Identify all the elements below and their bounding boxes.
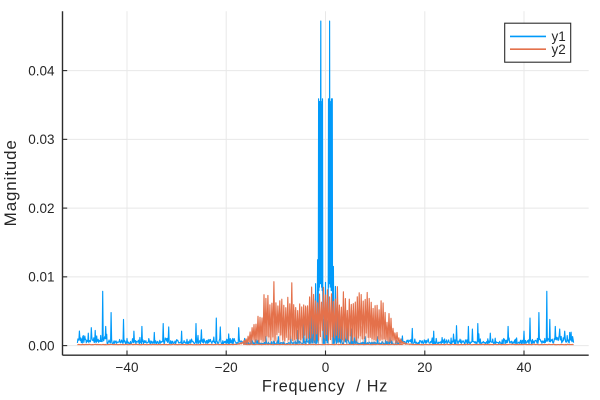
svg-text:Magnitude: Magnitude	[1, 139, 20, 226]
svg-text:−20: −20	[215, 360, 238, 375]
svg-text:0.02: 0.02	[28, 201, 54, 216]
svg-text:0.03: 0.03	[28, 132, 54, 147]
svg-text:y1: y1	[552, 29, 566, 44]
svg-text:0.01: 0.01	[28, 270, 54, 285]
svg-text:Frequency / Hz: Frequency / Hz	[262, 378, 388, 396]
svg-text:0.04: 0.04	[28, 63, 55, 78]
svg-text:y2: y2	[552, 42, 566, 57]
svg-text:0.00: 0.00	[28, 338, 54, 353]
svg-text:0: 0	[322, 360, 330, 375]
svg-text:−40: −40	[116, 360, 139, 375]
svg-text:40: 40	[516, 360, 531, 375]
svg-text:20: 20	[417, 360, 432, 375]
